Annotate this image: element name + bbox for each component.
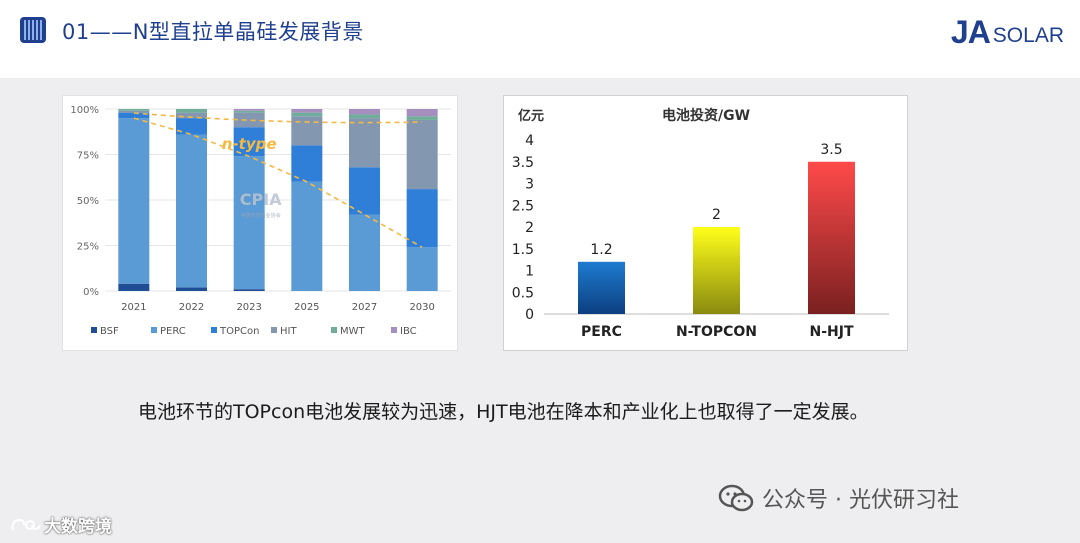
investment-svg: 电池投资/GW 亿元 4 3.5 3 2.5 2 1.5 1 0.5 0 1.2 PERC 2 N-T… xyxy=(512,107,889,340)
technology-share-chart: n-type CPIA 中国光伏行业协会 100% 75% 50% 25% 0% 2021 20… xyxy=(62,95,458,351)
y-tick-label: 50% xyxy=(77,196,99,207)
bar-segment-bsf xyxy=(118,283,150,291)
watermark-left: 大数跨境 xyxy=(10,512,112,537)
y-tick-label: 3 xyxy=(525,177,534,193)
x-tick-label: 2021 xyxy=(121,302,146,313)
bar-segment-hit xyxy=(349,118,380,168)
technology-share-svg: n-type CPIA 中国光伏行业协会 100% 75% 50% 25% 0% 2021 20… xyxy=(70,105,451,337)
y-tick-label: 0.5 xyxy=(512,285,534,301)
watermark-right-text: 公众号 · 光伏研习社 xyxy=(762,488,959,513)
legend-swatch-mwt xyxy=(331,327,337,333)
y-tick-label: 75% xyxy=(77,151,99,162)
y-tick-label: 1.5 xyxy=(512,242,534,258)
watermark-left-text: 大数跨境 xyxy=(44,517,112,537)
bar-segment-hit xyxy=(176,112,207,119)
legend-label-ibc: IBC xyxy=(400,326,417,337)
legend-swatch-ibc xyxy=(391,327,397,333)
legend-label-topcon: TOPCon xyxy=(219,326,259,337)
bar-segment-bsf xyxy=(176,287,207,291)
bar-segment-mwt xyxy=(291,112,323,117)
bar-segment-ibc xyxy=(233,109,265,111)
brand-ja: JA xyxy=(950,14,991,50)
watermark-cpia-sub: 中国光伏行业协会 xyxy=(241,212,281,219)
slide-caption: 电池环节的TOPcon电池发展较为迅速，HJT电池在降本和产业化上也取得了一定发… xyxy=(138,401,869,423)
bar-segment-hit xyxy=(291,116,323,146)
legend-label-hit: HIT xyxy=(280,326,297,337)
y-tick-label: 100% xyxy=(70,105,99,116)
bar-segment-mwt xyxy=(349,114,380,119)
x-tick-label: 2025 xyxy=(294,302,319,313)
watermark-cpia: CPIA xyxy=(240,190,282,209)
legend-swatch-hit xyxy=(271,327,277,333)
trend-line-top xyxy=(133,112,423,124)
bar-segment-perc xyxy=(233,156,265,290)
trend-line-n-type xyxy=(133,117,423,249)
data-label: 3.5 xyxy=(820,142,842,158)
y-tick-label: 0% xyxy=(83,287,99,298)
legend-swatch-perc xyxy=(151,327,157,333)
legend-label-mwt: MWT xyxy=(340,326,366,337)
bar-segment-bsf xyxy=(233,289,265,291)
data-label: 2 xyxy=(712,207,721,223)
y-tick-label: 4 xyxy=(525,133,534,149)
y-tick-label: 2.5 xyxy=(512,198,534,214)
x-tick-label: 2022 xyxy=(179,302,204,313)
bar-perc xyxy=(578,261,625,314)
bar-segment-topcon xyxy=(291,145,323,182)
y-axis-unit: 亿元 xyxy=(518,108,544,124)
legend-label-perc: PERC xyxy=(160,326,186,337)
bar-segment-mwt xyxy=(118,109,150,111)
x-tick-label: N-HJT xyxy=(809,324,853,340)
brand-logo: JA SOLAR xyxy=(951,14,1064,48)
legend-swatch-bsf xyxy=(91,327,97,333)
bar-segment-mwt xyxy=(406,116,438,120)
bar-segment-topcon xyxy=(233,127,265,157)
y-tick-label: 1 xyxy=(525,264,534,280)
y-tick-label: 0 xyxy=(525,307,534,323)
watermark-right: 公众号 · 光伏研习社 xyxy=(718,482,959,514)
bar-segment-ibc xyxy=(406,109,438,117)
legend-label-bsf: BSF xyxy=(100,326,119,337)
wechat-icon xyxy=(718,484,754,512)
legend-swatch-topcon xyxy=(211,327,217,333)
x-tick-label: 2023 xyxy=(236,302,261,313)
y-tick-label: 3.5 xyxy=(512,155,534,171)
bar-segment-ibc xyxy=(291,109,323,113)
bar-segment-hit xyxy=(118,110,150,113)
y-tick-label: 2 xyxy=(525,220,534,236)
bar-segment-topcon xyxy=(349,167,380,215)
y-tick-label: 25% xyxy=(77,242,99,253)
data-label: 1.2 xyxy=(590,242,612,258)
watermark-logo-icon xyxy=(11,518,40,530)
slide-title: 01——N型直拉单晶硅发展背景 xyxy=(62,20,364,44)
brand-solar: SOLAR xyxy=(992,24,1064,47)
bar-segment-perc xyxy=(176,134,207,288)
bar-segment-topcon xyxy=(176,118,207,135)
x-tick-label: N-TOPCON xyxy=(676,324,757,340)
bar-segment-perc xyxy=(406,247,438,291)
x-tick-label: 2030 xyxy=(409,302,434,313)
x-tick-label: 2027 xyxy=(352,302,377,313)
chart-title: 电池投资/GW xyxy=(662,107,750,124)
bar-segment-topcon xyxy=(118,112,150,119)
x-tick-label: PERC xyxy=(581,324,622,340)
slide-header: 01——N型直拉单晶硅发展背景 JA SOLAR xyxy=(0,0,1080,78)
bar-n-topcon xyxy=(693,227,740,314)
bar-segment-perc xyxy=(291,181,323,291)
bar-segment-mwt xyxy=(233,110,265,113)
slide-logo-icon xyxy=(20,17,46,43)
bar-segment-perc xyxy=(349,214,380,291)
annotation-n-type: n-type xyxy=(222,135,277,153)
bar-segment-topcon xyxy=(406,189,438,248)
bar-segment-hit xyxy=(406,119,438,190)
bar-segment-mwt xyxy=(176,109,207,113)
bar-n-hjt xyxy=(808,161,855,314)
bar-segment-hit xyxy=(233,112,265,128)
bar-segment-perc xyxy=(118,118,150,284)
investment-chart: 电池投资/GW 亿元 4 3.5 3 2.5 2 1.5 1 0.5 0 1.2 PERC 2 N-T… xyxy=(503,95,908,351)
bar-segment-ibc xyxy=(349,109,380,115)
